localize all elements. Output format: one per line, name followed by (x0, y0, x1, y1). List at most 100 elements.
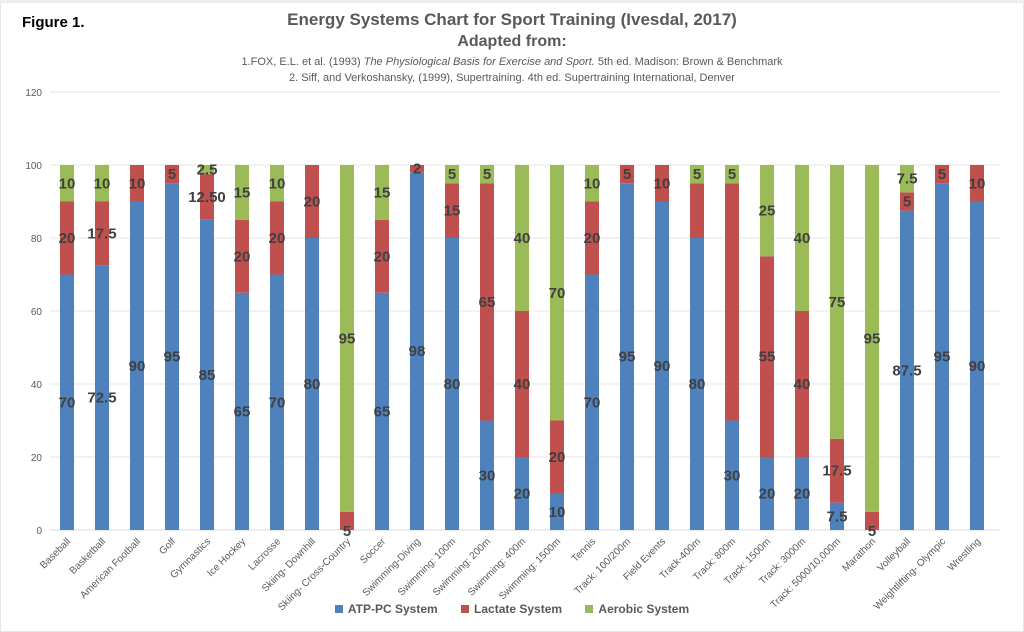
legend: ATP-PC System Lactate System Aerobic Sys… (0, 602, 1024, 616)
legend-label-atp: ATP-PC System (347, 602, 438, 616)
data-label: 10 (129, 175, 146, 192)
bar-segment (200, 219, 214, 530)
x-tick-label: Tennis (570, 536, 598, 564)
bar-segment (445, 238, 459, 530)
x-tick-label: Golf (157, 536, 178, 557)
data-label: 40 (794, 230, 811, 247)
bar-segment (95, 165, 109, 202)
data-label: 10 (969, 175, 986, 192)
bar-segment (340, 511, 354, 530)
data-label: 90 (969, 358, 986, 375)
data-label: 98 (409, 343, 426, 360)
data-label: 30 (724, 467, 741, 484)
bar-segment (935, 183, 949, 530)
bar-segment (95, 265, 109, 530)
bar-segment (690, 238, 704, 530)
data-label: 65 (479, 294, 496, 311)
data-label: 20 (59, 230, 76, 247)
x-tick-label: Swimming: 1500m (497, 536, 563, 602)
x-tick-label: Soccer (358, 536, 388, 566)
chart-subtitle: Adapted from: (457, 33, 567, 50)
source-1-book-title: The Physiological Basis for Exercise and… (363, 56, 595, 68)
data-label: 5 (168, 166, 176, 183)
bar-segment (620, 165, 634, 184)
bar-segment (690, 165, 704, 184)
bar-segment (725, 420, 739, 530)
bar-segment (760, 457, 774, 530)
data-label: 5 (693, 166, 701, 183)
bar-segment (410, 172, 424, 531)
data-label: 70 (59, 394, 76, 411)
source-2: 2. Siff, and Verkoshansky, (1999), Super… (0, 72, 1024, 84)
bar-segment (795, 457, 809, 530)
data-label: 20 (514, 486, 531, 503)
source-1-publisher: 5th ed. Madison: Brown & Benchmark (594, 56, 783, 68)
data-label: 5 (868, 523, 876, 540)
data-label: 20 (304, 194, 321, 211)
bar-segment (270, 201, 284, 275)
bar-segment (795, 311, 809, 457)
data-label: 7.5 (897, 171, 918, 188)
bar-segment (445, 183, 459, 238)
data-label: 65 (234, 403, 251, 420)
bar-segment (515, 311, 529, 457)
bar-segment (270, 274, 284, 530)
data-label: 2.5 (197, 162, 218, 179)
data-label: 17.5 (822, 463, 851, 480)
data-label: 95 (164, 349, 181, 366)
bar-segment (725, 165, 739, 184)
bar-segment (865, 511, 879, 530)
data-label: 17.5 (87, 225, 116, 242)
bar-segment (900, 192, 914, 211)
data-label: 95 (934, 349, 951, 366)
source-1: 1.FOX, E.L. et al. (1993) The Physiologi… (0, 56, 1024, 68)
bar-segment (60, 201, 74, 275)
legend-item-aerobic: Aerobic System (585, 602, 689, 616)
data-label: 20 (794, 486, 811, 503)
bar-segment (165, 165, 179, 184)
legend-item-lactate: Lactate System (461, 602, 562, 616)
data-label: 95 (619, 349, 636, 366)
bar-segment (620, 183, 634, 530)
data-label: 2 (413, 161, 421, 178)
y-tick-label: 20 (31, 453, 43, 464)
y-tick-label: 80 (31, 234, 43, 245)
bar-segment (760, 256, 774, 457)
figure-label: Figure 1. (22, 14, 85, 31)
bar-segment (480, 183, 494, 421)
data-label: 5 (728, 166, 736, 183)
bar-segment (585, 165, 599, 202)
data-label: 80 (689, 376, 706, 393)
bar-segment (375, 165, 389, 220)
x-tick-label: Lacrosse (247, 536, 284, 573)
bar-segment (270, 165, 284, 202)
bar-segment (900, 165, 914, 193)
data-label: 15 (444, 203, 461, 220)
bar-segment (865, 165, 879, 512)
data-label: 5 (623, 166, 631, 183)
x-tick-label: Track: 5000/10,000m (769, 536, 843, 610)
x-tick-label: Wrestling (946, 536, 983, 573)
y-tick-label: 120 (25, 88, 42, 99)
bar-segment (235, 165, 249, 220)
bar-segment (445, 165, 459, 184)
data-label: 10 (584, 175, 601, 192)
data-label: 10 (269, 175, 286, 192)
bar-segment (165, 183, 179, 530)
data-label: 70 (549, 285, 566, 302)
bar-segment (235, 219, 249, 293)
data-label: 15 (234, 184, 251, 201)
bar-segment (900, 210, 914, 530)
bar-segment (480, 165, 494, 184)
bar-segment (970, 165, 984, 202)
data-label: 5 (343, 523, 351, 540)
x-tick-label: Weightlifting- Olympic (872, 536, 948, 612)
source-2-text: 2. Siff, and Verkoshansky, (1999), Super… (289, 72, 735, 84)
x-tick-label: Marathon (840, 536, 878, 574)
chart-title: Energy Systems Chart for Sport Training … (287, 10, 737, 29)
data-label: 40 (794, 376, 811, 393)
bar-segment (480, 420, 494, 530)
bar-segment (550, 493, 564, 530)
bar-segment (200, 174, 214, 220)
